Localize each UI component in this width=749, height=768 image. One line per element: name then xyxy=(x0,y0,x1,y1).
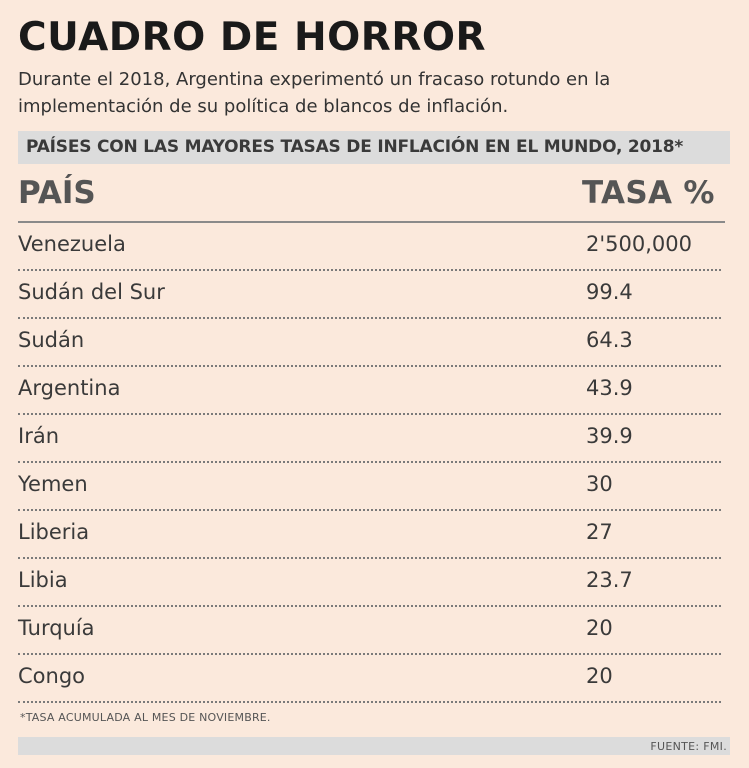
rate-cell: 43.9 xyxy=(586,376,633,400)
table-title-band: PAÍSES CON LAS MAYORES TASAS DE INFLACIÓ… xyxy=(18,131,730,164)
table-row: Yemen 30 xyxy=(0,463,749,511)
country-cell: Liberia xyxy=(18,520,90,544)
country-cell: Turquía xyxy=(18,616,95,640)
page-title: CUADRO DE HORROR xyxy=(18,15,487,60)
country-cell: Irán xyxy=(18,424,60,448)
row-divider xyxy=(18,317,721,319)
country-cell: Argentina xyxy=(18,376,121,400)
rate-cell: 2'500,000 xyxy=(586,232,692,256)
table-row: Congo 20 xyxy=(0,655,749,703)
subtitle: Durante el 2018, Argentina experimentó u… xyxy=(18,69,611,117)
rate-cell: 27 xyxy=(586,520,613,544)
table-row: Sudán del Sur 99.4 xyxy=(0,271,749,319)
country-cell: Congo xyxy=(18,664,85,688)
rate-cell: 20 xyxy=(586,616,613,640)
country-cell: Yemen xyxy=(18,472,88,496)
table-row: Turquía 20 xyxy=(0,607,749,655)
country-cell: Sudán xyxy=(18,328,85,352)
country-cell: Sudán del Sur xyxy=(18,280,165,304)
rate-cell: 39.9 xyxy=(586,424,633,448)
table-row: Irán 39.9 xyxy=(0,415,749,463)
row-divider xyxy=(18,269,721,271)
rate-cell: 64.3 xyxy=(586,328,633,352)
table-row: Libia 23.7 xyxy=(0,559,749,607)
row-divider xyxy=(18,653,721,655)
rate-cell: 20 xyxy=(586,664,613,688)
rate-cell: 30 xyxy=(586,472,613,496)
source-band xyxy=(18,737,730,755)
row-divider xyxy=(18,509,721,511)
table-row: Argentina 43.9 xyxy=(0,367,749,415)
column-header-rate: TASA % xyxy=(582,175,715,211)
row-divider xyxy=(18,701,721,703)
footnote: *TASA ACUMULADA AL MES DE NOVIEMBRE. xyxy=(20,711,271,724)
row-divider xyxy=(18,413,721,415)
row-divider xyxy=(18,557,721,559)
row-divider xyxy=(18,365,721,367)
country-cell: Venezuela xyxy=(18,232,126,256)
country-cell: Libia xyxy=(18,568,68,592)
rate-cell: 23.7 xyxy=(586,568,633,592)
table-row: Liberia 27 xyxy=(0,511,749,559)
column-header-country: PAÍS xyxy=(18,175,96,211)
source-credit: FUENTE: FMI. xyxy=(650,740,727,753)
header-divider xyxy=(18,221,725,223)
table-row: Venezuela 2'500,000 xyxy=(0,223,749,271)
row-divider xyxy=(18,605,721,607)
row-divider xyxy=(18,461,721,463)
table-row: Sudán 64.3 xyxy=(0,319,749,367)
rate-cell: 99.4 xyxy=(586,280,633,304)
